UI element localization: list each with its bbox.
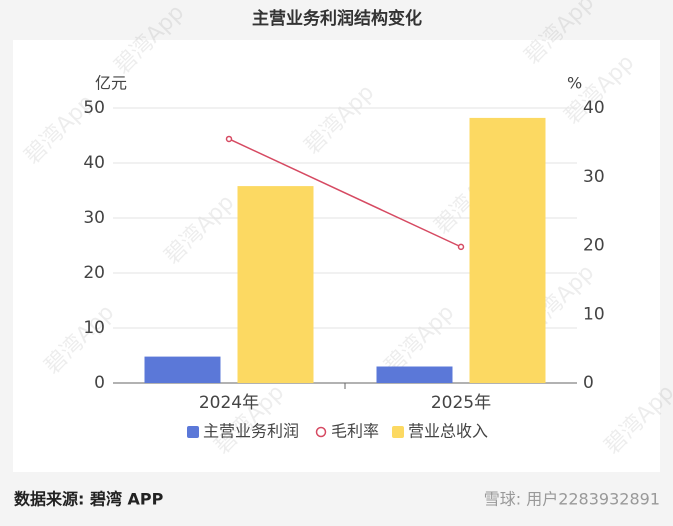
- chart-title: 主营业务利润结构变化: [252, 8, 422, 29]
- y2-tick-label: 0: [583, 373, 594, 393]
- bar: [376, 366, 453, 383]
- legend-label: 毛利率: [331, 422, 379, 441]
- y-axis-label: 亿元: [95, 74, 127, 93]
- line-point: [457, 243, 465, 251]
- legend-marker: [187, 426, 199, 438]
- line-point: [225, 135, 233, 143]
- bar: [469, 117, 546, 384]
- legend-label: 营业总收入: [408, 422, 488, 441]
- legend-label: 主营业务利润: [203, 422, 299, 441]
- y-tick-label: 0: [94, 373, 105, 393]
- y2-tick-label: 40: [583, 98, 605, 118]
- bar: [237, 186, 314, 383]
- line: [228, 138, 462, 248]
- x-tick-label: 2024年: [199, 393, 259, 413]
- y2-axis-label: %: [567, 74, 582, 93]
- bar: [144, 356, 221, 383]
- y-tick-label: 50: [83, 98, 105, 118]
- y2-tick-label: 10: [583, 304, 605, 324]
- y2-tick-label: 20: [583, 236, 605, 256]
- legend-marker: [392, 426, 404, 438]
- y-tick-label: 40: [83, 153, 105, 173]
- chart-panel: [13, 40, 660, 472]
- x-tick-label: 2025年: [431, 393, 491, 413]
- user-watermark: 雪球: 用户2283932891: [484, 490, 660, 509]
- y2-tick-label: 30: [583, 167, 605, 187]
- y-tick-label: 20: [83, 263, 105, 283]
- source: 数据来源: 碧湾 APP: [14, 490, 164, 509]
- y-tick-label: 10: [83, 318, 105, 338]
- legend-marker: [315, 426, 327, 438]
- y-tick-label: 30: [83, 208, 105, 228]
